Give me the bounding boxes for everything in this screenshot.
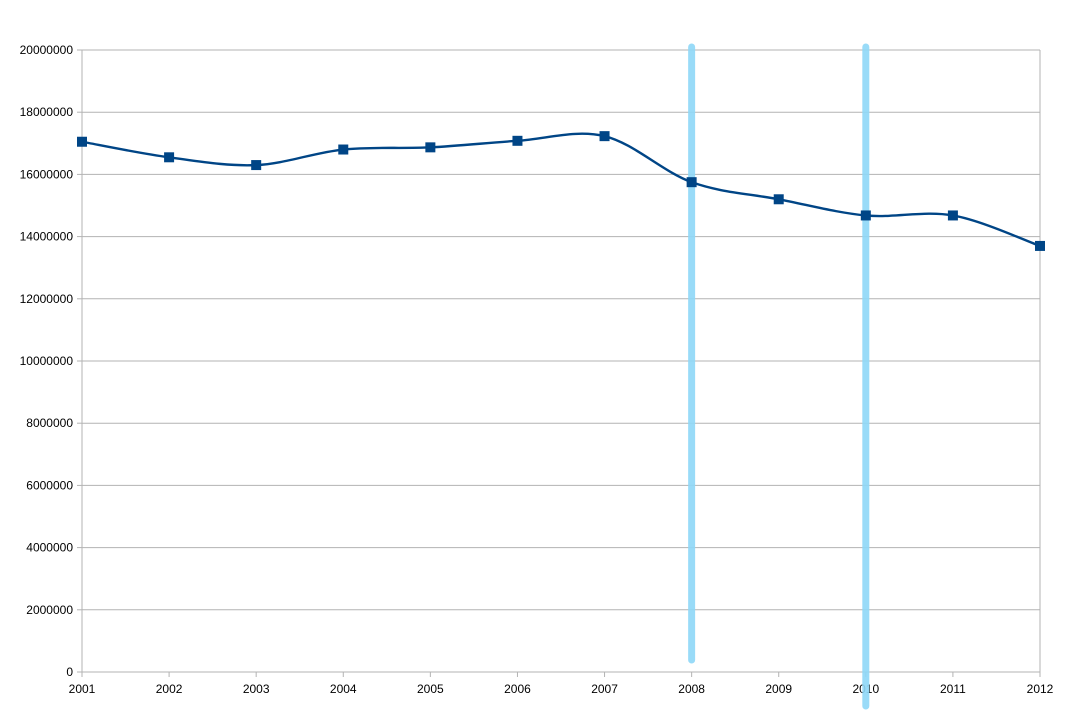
axes: [77, 49, 1041, 677]
data-point-marker: [164, 152, 175, 163]
data-point-marker: [1035, 240, 1045, 251]
x-tick-label: 2004: [330, 682, 357, 696]
data-point-marker: [425, 142, 436, 153]
series-lines: [81, 132, 1041, 248]
series-markers: [77, 131, 1045, 251]
data-point-marker: [860, 210, 871, 221]
data-point-marker: [947, 210, 958, 221]
data-point-marker: [77, 136, 87, 147]
x-tick-label: 2005: [417, 682, 444, 696]
highlight-bands: [685, 39, 872, 716]
x-tick-label: 2008: [678, 682, 705, 696]
y-tick-label: 14000000: [20, 230, 74, 244]
x-tick-label: 2002: [156, 682, 183, 696]
data-point-marker: [773, 194, 784, 205]
x-tick-labels: 2001200220032004200520062007200820092010…: [69, 682, 1054, 696]
x-tick-label: 2003: [243, 682, 270, 696]
data-point-marker: [686, 177, 697, 188]
data-point-marker: [512, 135, 523, 146]
y-tick-label: 0: [66, 665, 73, 679]
data-point-marker: [599, 131, 610, 142]
y-tick-label: 18000000: [20, 105, 74, 119]
y-tick-label: 4000000: [26, 541, 73, 555]
x-tick-label: 2001: [69, 682, 96, 696]
series-line: [81, 132, 1041, 248]
x-tick-label: 2007: [591, 682, 618, 696]
y-tick-label: 16000000: [20, 167, 74, 181]
y-tick-label: 8000000: [26, 416, 73, 430]
y-tick-label: 12000000: [20, 292, 74, 306]
data-point-marker: [251, 160, 262, 171]
gridlines: [82, 49, 1040, 673]
x-tick-label: 2006: [504, 682, 531, 696]
y-tick-label: 20000000: [20, 43, 74, 57]
y-tick-label: 10000000: [20, 354, 74, 368]
x-tick-label: 2009: [765, 682, 792, 696]
x-tick-label: 2012: [1027, 682, 1054, 696]
y-tick-label: 6000000: [26, 478, 73, 492]
y-tick-labels: 0 2000000 4000000 6000000 8000000 10000000 120…: [20, 43, 74, 679]
y-tick-label: 2000000: [26, 603, 73, 617]
data-point-marker: [338, 144, 349, 155]
x-tick-label: 2011: [940, 682, 966, 696]
